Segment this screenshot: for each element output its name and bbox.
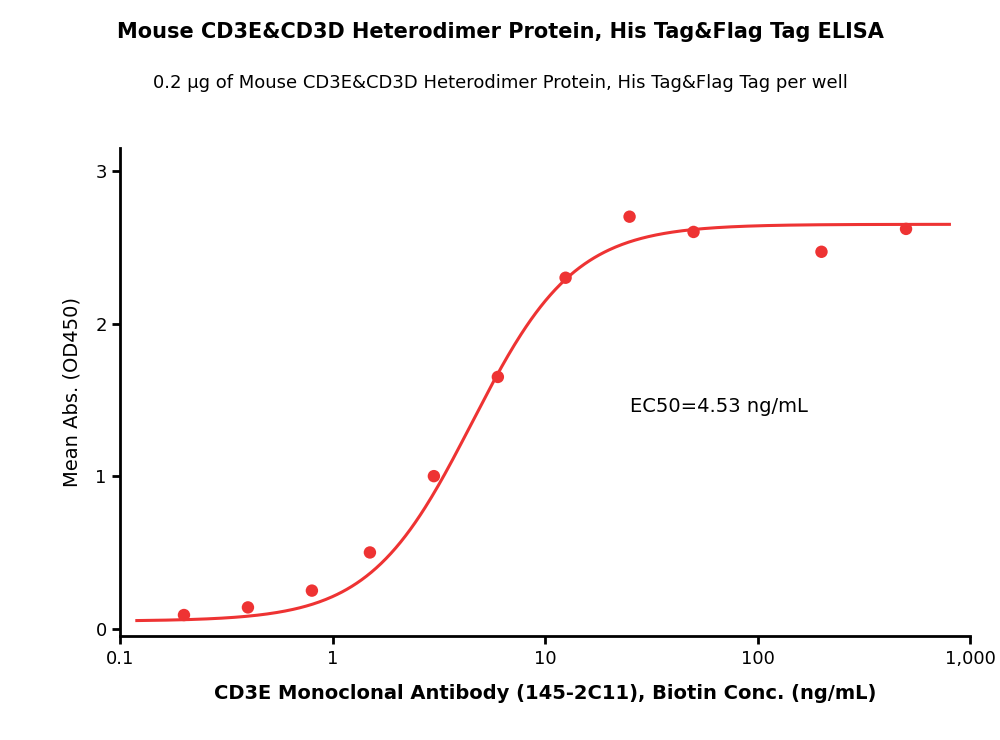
Point — [490, 371, 506, 383]
Point — [362, 547, 378, 559]
Point — [426, 470, 442, 482]
Point — [558, 272, 574, 283]
Text: 0.2 μg of Mouse CD3E&CD3D Heterodimer Protein, His Tag&Flag Tag per well: 0.2 μg of Mouse CD3E&CD3D Heterodimer Pr… — [153, 74, 847, 92]
Point — [304, 585, 320, 596]
Y-axis label: Mean Abs. (OD450): Mean Abs. (OD450) — [62, 297, 81, 487]
Text: Mouse CD3E&CD3D Heterodimer Protein, His Tag&Flag Tag ELISA: Mouse CD3E&CD3D Heterodimer Protein, His… — [117, 22, 883, 42]
Point — [176, 609, 192, 621]
Point — [898, 223, 914, 235]
Point — [622, 211, 638, 223]
X-axis label: CD3E Monoclonal Antibody (145-2C11), Biotin Conc. (ng/mL): CD3E Monoclonal Antibody (145-2C11), Bio… — [214, 684, 876, 703]
Point — [240, 602, 256, 613]
Point — [686, 226, 702, 238]
Text: EC50=4.53 ng/mL: EC50=4.53 ng/mL — [630, 397, 808, 417]
Point — [813, 246, 829, 258]
